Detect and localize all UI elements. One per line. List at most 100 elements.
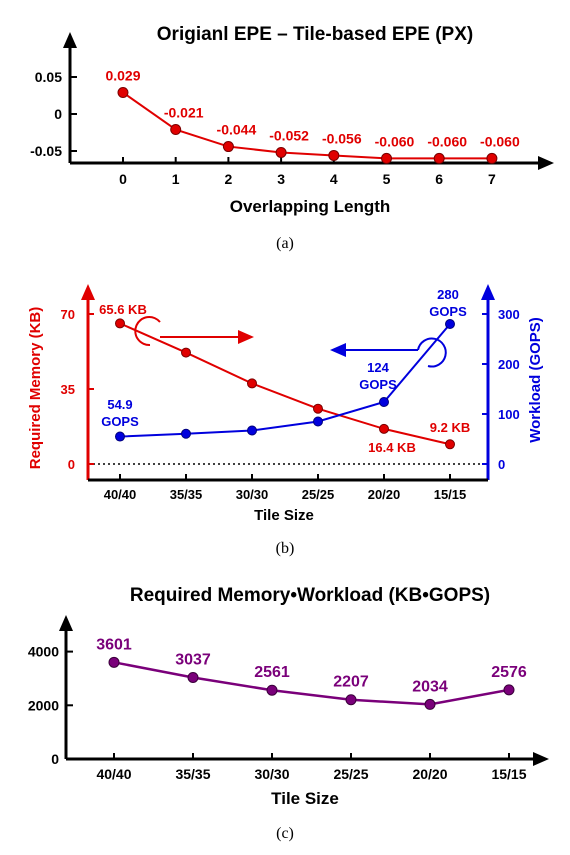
chart-a-point bbox=[433, 152, 445, 164]
chart-a: Origianl EPE – Tile-based EPE (PX) 0.050… bbox=[30, 24, 554, 252]
chart-c-y-tick-label: 0 bbox=[51, 751, 59, 767]
chart-b-workload-line bbox=[119, 323, 451, 438]
chart-b-right-tick-label: 200 bbox=[498, 357, 520, 372]
chart-a-x-tick-label: 7 bbox=[488, 171, 496, 187]
chart-b-caption: (b) bbox=[276, 540, 295, 557]
chart-b-left-ticks: 70 35 0 bbox=[61, 307, 94, 472]
chart-b-workload-point bbox=[181, 428, 191, 439]
chart-b-memory-point bbox=[115, 318, 125, 329]
chart-b-x-tick-label: 25/25 bbox=[302, 487, 335, 502]
chart-b-series-workload bbox=[115, 319, 455, 442]
chart-a-data-label: -0.052 bbox=[269, 127, 309, 143]
chart-b-memory-point bbox=[313, 403, 323, 414]
chart-c-data-labels: 3601 3037 2561 2207 2034 2576 bbox=[96, 636, 527, 695]
chart-c-x-tick-label: 30/30 bbox=[254, 766, 289, 782]
chart-b-x-tick-label: 40/40 bbox=[104, 487, 137, 502]
chart-b-mem-label-20: 16.4 KB bbox=[368, 440, 416, 455]
chart-a-x-tick-label: 3 bbox=[277, 171, 285, 187]
chart-a-x-tick-label: 2 bbox=[225, 171, 233, 187]
chart-c: Required Memory•Workload (KB•GOPS) 4000 2… bbox=[28, 585, 549, 842]
chart-c-data-label: 2207 bbox=[333, 674, 369, 691]
chart-b-xlabel: Tile Size bbox=[254, 507, 314, 524]
chart-b-workload-point bbox=[445, 319, 455, 329]
chart-c-line bbox=[113, 661, 510, 706]
chart-c-data-label: 3601 bbox=[96, 636, 132, 653]
chart-b-right-tick-label: 100 bbox=[498, 407, 520, 422]
chart-a-caption: (a) bbox=[276, 235, 294, 252]
chart-a-line bbox=[122, 91, 492, 160]
chart-c-x-tick-label: 15/15 bbox=[491, 766, 526, 782]
chart-a-point bbox=[381, 152, 392, 164]
chart-a-y-ticks: 0.05 0 -0.05 bbox=[30, 69, 77, 159]
chart-b-work-label-20-unit: GOPS bbox=[359, 377, 397, 392]
chart-c-axes bbox=[59, 615, 549, 766]
chart-b-mem-label-15: 9.2 KB bbox=[430, 420, 470, 435]
chart-c-x-axis-arrow bbox=[533, 752, 549, 766]
chart-b-workload-axis-indicator bbox=[330, 337, 447, 368]
chart-a-x-tick-label: 0 bbox=[119, 171, 127, 187]
chart-a-title: Origianl EPE – Tile-based EPE (PX) bbox=[157, 24, 473, 45]
chart-b-work-label-first-value: 54.9 bbox=[107, 397, 132, 412]
chart-b-x-ticks: 40/40 35/35 30/30 25/25 20/20 15/15 bbox=[104, 474, 466, 502]
chart-b-workload-point bbox=[379, 397, 389, 407]
chart-c-x-ticks: 40/40 35/35 30/30 25/25 20/20 15/15 bbox=[96, 753, 527, 782]
chart-b-x-tick-label: 35/35 bbox=[170, 487, 203, 502]
chart-c-series bbox=[108, 656, 515, 710]
chart-c-title: Required Memory•Workload (KB•GOPS) bbox=[130, 585, 490, 606]
chart-b-work-label-15-unit: GOPS bbox=[429, 304, 467, 319]
chart-c-y-axis-arrow bbox=[59, 615, 73, 631]
chart-a-data-label: -0.060 bbox=[427, 133, 467, 149]
chart-b-workload-point bbox=[313, 416, 323, 427]
chart-c-point bbox=[503, 684, 515, 696]
chart-c-point bbox=[424, 698, 436, 710]
chart-a-point bbox=[170, 124, 182, 136]
chart-b-memory-axis-indicator bbox=[134, 316, 254, 347]
chart-a-y-tick-label: 0.05 bbox=[35, 69, 62, 85]
chart-c-x-tick-label: 25/25 bbox=[333, 766, 368, 782]
chart-c-data-label: 3037 bbox=[175, 651, 211, 668]
chart-b-mem-label-first: 65.6 KB bbox=[99, 302, 147, 317]
chart-b-x-tick-label: 20/20 bbox=[368, 487, 401, 502]
chart-c-point bbox=[266, 684, 278, 696]
chart-c-data-label: 2034 bbox=[412, 678, 448, 695]
chart-a-point bbox=[222, 141, 234, 153]
chart-c-x-tick-label: 40/40 bbox=[96, 766, 131, 782]
chart-a-data-label: -0.060 bbox=[375, 133, 415, 149]
chart-a-xlabel: Overlapping Length bbox=[230, 197, 391, 216]
chart-a-y-tick-label: 0 bbox=[54, 106, 62, 122]
chart-a-point bbox=[486, 152, 498, 164]
chart-b: 70 35 0 300 200 100 0 40/40 35/35 30/30 25/25 20/… bbox=[27, 284, 544, 557]
chart-b-left-axis-arrow bbox=[81, 284, 95, 300]
chart-b-workload-point bbox=[115, 431, 125, 442]
chart-a-point bbox=[328, 149, 340, 161]
chart-b-left-tick-label: 70 bbox=[61, 307, 75, 322]
chart-a-point bbox=[275, 146, 287, 158]
chart-c-point bbox=[108, 656, 120, 668]
chart-a-axes bbox=[63, 32, 554, 170]
chart-b-x-tick-label: 30/30 bbox=[236, 487, 269, 502]
chart-b-right-tick-label: 0 bbox=[498, 457, 505, 472]
chart-a-x-tick-label: 1 bbox=[172, 171, 180, 187]
chart-b-work-label-first-unit: GOPS bbox=[101, 414, 139, 429]
chart-b-left-tick-label: 0 bbox=[68, 457, 75, 472]
chart-b-right-ticks: 300 200 100 0 bbox=[482, 307, 520, 472]
chart-c-y-ticks: 4000 2000 0 bbox=[28, 644, 73, 767]
chart-b-left-axis-label: Required Memory (KB) bbox=[27, 307, 44, 470]
chart-c-x-tick-label: 35/35 bbox=[175, 766, 210, 782]
chart-b-right-axis-label: Workload (GOPS) bbox=[527, 317, 544, 443]
chart-c-y-tick-label: 4000 bbox=[28, 644, 59, 660]
chart-a-x-axis-arrow bbox=[538, 156, 554, 170]
chart-a-y-tick-label: -0.05 bbox=[30, 143, 62, 159]
chart-b-right-axis-arrow bbox=[481, 284, 495, 300]
chart-c-point bbox=[345, 694, 357, 706]
chart-b-memory-point bbox=[379, 423, 389, 434]
chart-c-point bbox=[187, 671, 199, 683]
chart-c-y-tick-label: 2000 bbox=[28, 697, 59, 713]
chart-a-x-tick-label: 6 bbox=[435, 171, 443, 187]
chart-c-x-tick-label: 20/20 bbox=[412, 766, 447, 782]
chart-a-data-label: -0.060 bbox=[480, 133, 520, 149]
chart-b-work-label-15-value: 280 bbox=[437, 287, 459, 302]
chart-a-data-label: -0.056 bbox=[322, 130, 362, 146]
chart-c-xlabel: Tile Size bbox=[271, 789, 339, 808]
